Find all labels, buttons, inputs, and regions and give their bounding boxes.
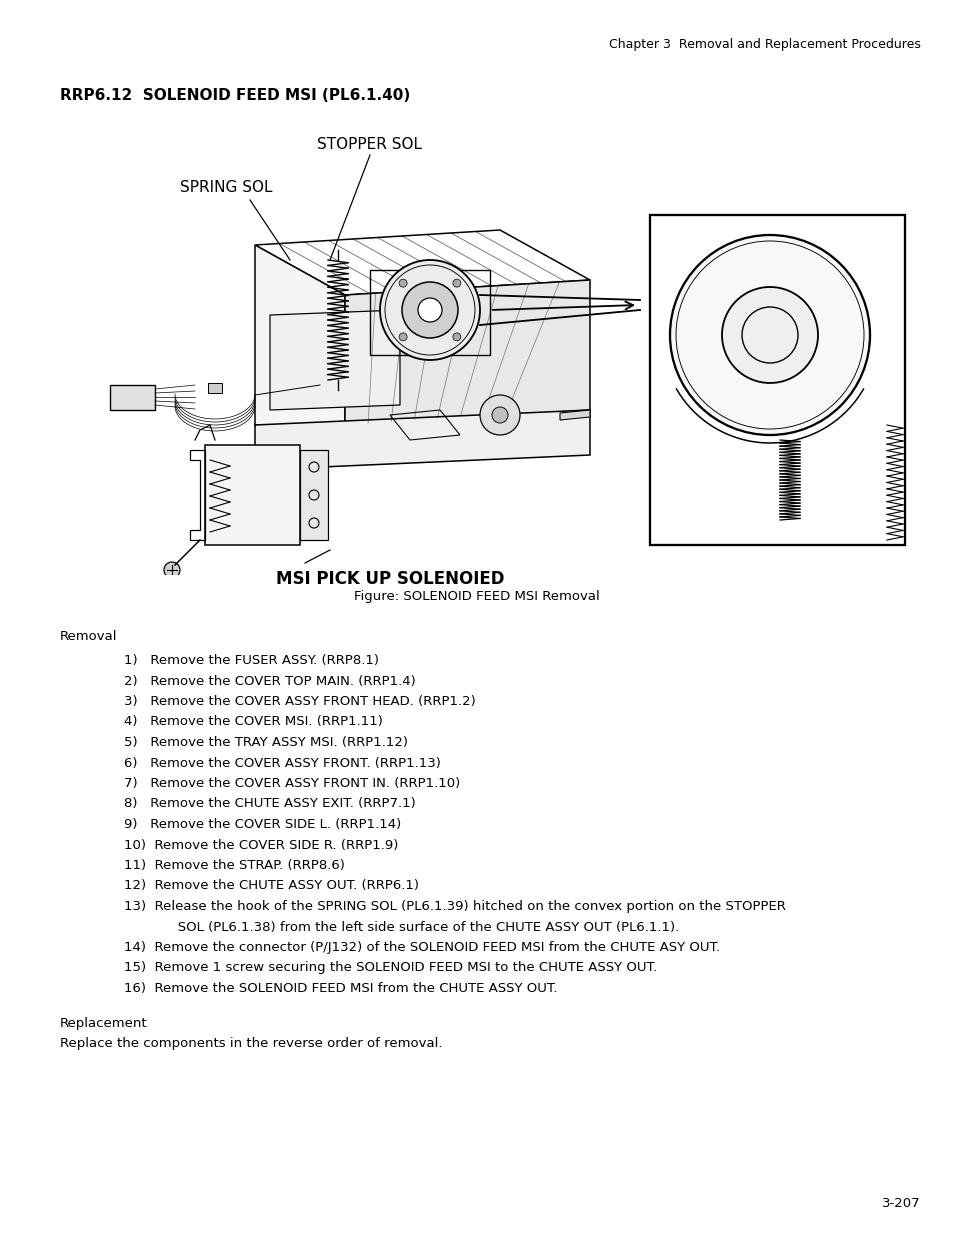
Text: RRP6.12  SOLENOID FEED MSI (PL6.1.40): RRP6.12 SOLENOID FEED MSI (PL6.1.40) (60, 88, 410, 103)
Text: 7)   Remove the COVER ASSY FRONT IN. (RRP1.10): 7) Remove the COVER ASSY FRONT IN. (RRP1… (124, 777, 459, 790)
Text: 9)   Remove the COVER SIDE L. (RRP1.14): 9) Remove the COVER SIDE L. (RRP1.14) (124, 818, 401, 831)
Text: 15)  Remove 1 screw securing the SOLENOID FEED MSI to the CHUTE ASSY OUT.: 15) Remove 1 screw securing the SOLENOID… (124, 962, 657, 974)
Bar (205, 445, 299, 545)
Polygon shape (110, 385, 154, 410)
Circle shape (453, 279, 460, 287)
Circle shape (721, 287, 817, 383)
Text: 8)   Remove the CHUTE ASSY EXIT. (RRP7.1): 8) Remove the CHUTE ASSY EXIT. (RRP7.1) (124, 798, 416, 810)
Circle shape (164, 562, 180, 578)
Polygon shape (270, 310, 399, 410)
Text: SPRING SOL: SPRING SOL (180, 180, 273, 195)
Text: 3)   Remove the COVER ASSY FRONT HEAD. (RRP1.2): 3) Remove the COVER ASSY FRONT HEAD. (RR… (124, 695, 476, 708)
Circle shape (492, 408, 507, 424)
Text: SOL (PL6.1.38) from the left side surface of the CHUTE ASSY OUT (PL6.1.1).: SOL (PL6.1.38) from the left side surfac… (148, 920, 679, 934)
Text: 13)  Release the hook of the SPRING SOL (PL6.1.39) hitched on the convex portion: 13) Release the hook of the SPRING SOL (… (124, 900, 785, 913)
Text: Replacement: Replacement (60, 1016, 148, 1030)
Circle shape (453, 333, 460, 341)
Text: 3-207: 3-207 (882, 1197, 920, 1210)
Text: Figure: SOLENOID FEED MSI Removal: Figure: SOLENOID FEED MSI Removal (354, 590, 599, 603)
Bar (649, 215, 904, 545)
Polygon shape (299, 450, 328, 540)
Text: 4)   Remove the COVER MSI. (RRP1.11): 4) Remove the COVER MSI. (RRP1.11) (124, 715, 382, 729)
Text: STOPPER SOL: STOPPER SOL (317, 137, 422, 152)
Polygon shape (254, 230, 589, 295)
Text: 2)   Remove the COVER TOP MAIN. (RRP1.4): 2) Remove the COVER TOP MAIN. (RRP1.4) (124, 674, 416, 688)
Text: 5)   Remove the TRAY ASSY MSI. (RRP1.12): 5) Remove the TRAY ASSY MSI. (RRP1.12) (124, 736, 408, 748)
Text: 16)  Remove the SOLENOID FEED MSI from the CHUTE ASSY OUT.: 16) Remove the SOLENOID FEED MSI from th… (124, 982, 557, 995)
Circle shape (669, 235, 869, 435)
Text: 6)   Remove the COVER ASSY FRONT. (RRP1.13): 6) Remove the COVER ASSY FRONT. (RRP1.13… (124, 757, 440, 769)
Polygon shape (254, 245, 345, 425)
Polygon shape (254, 410, 589, 471)
Circle shape (398, 279, 407, 287)
Text: MSI PICK UP SOLENOIED: MSI PICK UP SOLENOIED (275, 571, 504, 588)
Circle shape (417, 298, 441, 322)
Polygon shape (345, 280, 589, 425)
Text: 10)  Remove the COVER SIDE R. (RRP1.9): 10) Remove the COVER SIDE R. (RRP1.9) (124, 839, 398, 851)
Text: 11)  Remove the STRAP. (RRP8.6): 11) Remove the STRAP. (RRP8.6) (124, 860, 345, 872)
Circle shape (479, 395, 519, 435)
Polygon shape (559, 410, 589, 420)
Polygon shape (208, 383, 222, 393)
Text: 14)  Remove the connector (P/J132) of the SOLENOID FEED MSI from the CHUTE ASY O: 14) Remove the connector (P/J132) of the… (124, 941, 720, 953)
Circle shape (398, 333, 407, 341)
Text: 12)  Remove the CHUTE ASSY OUT. (RRP6.1): 12) Remove the CHUTE ASSY OUT. (RRP6.1) (124, 879, 418, 893)
Text: 1)   Remove the FUSER ASSY. (RRP8.1): 1) Remove the FUSER ASSY. (RRP8.1) (124, 655, 378, 667)
Text: Replace the components in the reverse order of removal.: Replace the components in the reverse or… (60, 1037, 442, 1050)
Circle shape (401, 282, 457, 338)
Text: Chapter 3  Removal and Replacement Procedures: Chapter 3 Removal and Replacement Proced… (608, 38, 920, 51)
Text: Removal: Removal (60, 630, 117, 643)
Circle shape (379, 261, 479, 359)
